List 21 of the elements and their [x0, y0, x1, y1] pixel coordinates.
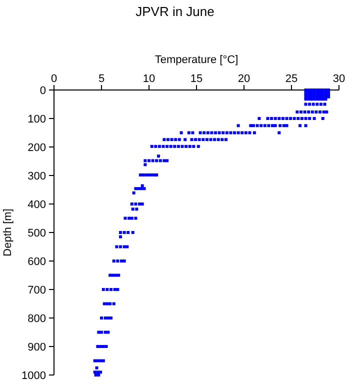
y-tick-label: 1000 [22, 370, 46, 382]
x-tick-label: 0 [50, 73, 58, 85]
y-axis-title: Depth [m] [2, 208, 14, 256]
x-axis-title: Temperature [°C] [154, 54, 238, 66]
chart-title: JPVR in June [136, 4, 214, 19]
y-tick-label: 600 [28, 256, 46, 268]
y-tick-label: 100 [28, 114, 46, 126]
y-tick-label: 900 [28, 342, 46, 354]
x-tick-label: 10 [142, 73, 156, 85]
y-tick-label: 500 [28, 228, 46, 240]
x-tick-label: 25 [285, 73, 298, 85]
x-tick-label: 20 [238, 73, 250, 85]
x-tick-label: 30 [332, 73, 346, 85]
y-tick-label: 400 [28, 199, 46, 211]
y-tick-label: 0 [40, 85, 46, 97]
y-tick-label: 200 [28, 142, 46, 154]
y-tick-label: 700 [28, 284, 46, 296]
x-tick-label: 5 [98, 73, 105, 85]
y-tick-label: 300 [28, 170, 46, 182]
x-tick-label: 15 [190, 73, 203, 85]
y-tick-label: 800 [28, 313, 46, 325]
